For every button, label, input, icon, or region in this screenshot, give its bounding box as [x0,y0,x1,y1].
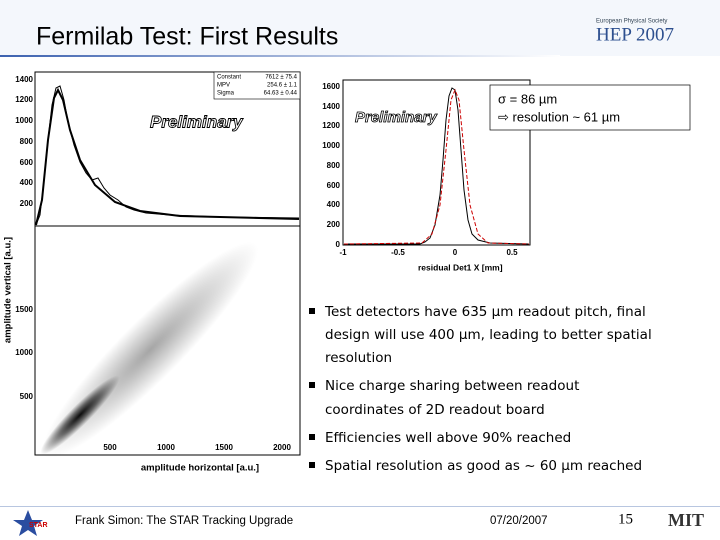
fit-curve [35,87,300,226]
x-tick-label: -1 [339,248,347,257]
x-axis-label: amplitude horizontal [a.u.] [141,463,259,474]
y-tick-label: 1000 [322,141,340,150]
bullet-line: Test detectors have 635 µm readout pitch… [324,304,646,320]
y-tick-label: 500 [20,392,34,401]
bullet-list: Test detectors have 635 µm readout pitch… [309,304,652,474]
bullet-line: Efficiencies well above 90% reached [325,430,571,446]
legend-box [489,84,691,131]
y-tick-label: 200 [20,199,34,208]
y-tick-label: 1400 [15,75,33,84]
footer-author: Frank Simon: The STAR Tracking Upgrade [75,515,293,527]
x-tick-label: 1500 [215,443,233,452]
x-tick-label: 1000 [157,443,175,452]
plot-scatter: 1500 1000 500 500 1000 1500 2000 amplitu… [3,225,301,474]
x-tick-label: -0.5 [391,248,405,257]
y-tick-label: 1200 [322,121,340,130]
bullet-line: design will use 400 µm, leading to bette… [325,327,652,343]
star-logo [13,510,43,536]
y-tick-label: 600 [20,158,34,167]
header-band [0,0,720,56]
y-axis-label: amplitude vertical [a.u.] [3,237,14,343]
x-tick-label: 2000 [273,443,291,452]
stamp: Preliminary [355,109,437,126]
bullet-marker [309,462,315,468]
footer: STAR Frank Simon: The STAR Tracking Upgr… [0,506,720,536]
bullet-line: resolution [325,350,392,366]
x-tick-label: 500 [103,443,117,452]
bullet-marker [309,382,315,388]
x-axis-label: residual Det1 X [mm] [418,262,503,272]
y-tick-label: 1600 [322,82,340,91]
bullet-line: coordinates of 2D readout board [325,402,545,418]
header-rule [0,55,560,57]
bullet-marker [309,434,315,440]
y-tick-label: 0 [336,240,341,249]
y-tick-label: 800 [327,161,341,170]
y-tick-label: 1400 [322,102,340,111]
logo-name: HEP 2007 [596,24,674,45]
plot-residual: Preliminary 1600 1400 1200 1000 800 600 … [322,79,691,272]
stat-name: Sigma [217,91,235,97]
footer-rule [0,506,720,507]
y-tick-label: 1200 [15,95,33,104]
histogram [344,87,530,245]
stat-name: MPV [217,83,230,89]
plot-landau: Constant 7612 ± 75.4 MPV 254.6 ± 1.1 Sig… [15,71,301,227]
x-tick-label: 0 [453,248,458,257]
x-tick-label: 0.5 [506,248,518,257]
stat-value: 7612 ± 75.4 [265,75,297,81]
legend-line: σ = 86 µm [498,91,557,106]
bullet-line: Nice charge sharing between readout [325,378,579,394]
y-tick-label: 800 [20,137,34,146]
scatter-core [40,375,120,455]
left-logo: STAR [29,522,48,529]
y-tick-label: 600 [327,181,341,190]
y-tick-label: 200 [327,220,341,229]
logo-society: European Physical Society [596,19,667,25]
stats-box [213,71,301,100]
y-tick-label: 400 [20,178,34,187]
page-number: 15 [618,511,633,527]
y-tick-label: 1000 [15,348,33,357]
bullet-marker [309,308,315,314]
title: Fermilab Test: First Results [36,23,338,51]
y-tick-label: 1500 [15,305,33,314]
legend-line: ⇨ resolution ~ 61 µm [498,109,620,124]
stat-value: 64.63 ± 0.44 [264,91,298,97]
y-tick-label: 400 [327,200,341,209]
stat-name: Constant [217,75,241,81]
y-tick-label: 1000 [15,116,33,125]
footer-date: 07/20/2007 [490,515,548,527]
bullet-line: Spatial resolution as good as ~ 60 µm re… [325,458,642,474]
right-logo: MIT [668,510,704,530]
stamp: Preliminary [150,112,244,131]
fit-curve [343,88,530,245]
stat-value: 254.6 ± 1.1 [267,83,298,89]
